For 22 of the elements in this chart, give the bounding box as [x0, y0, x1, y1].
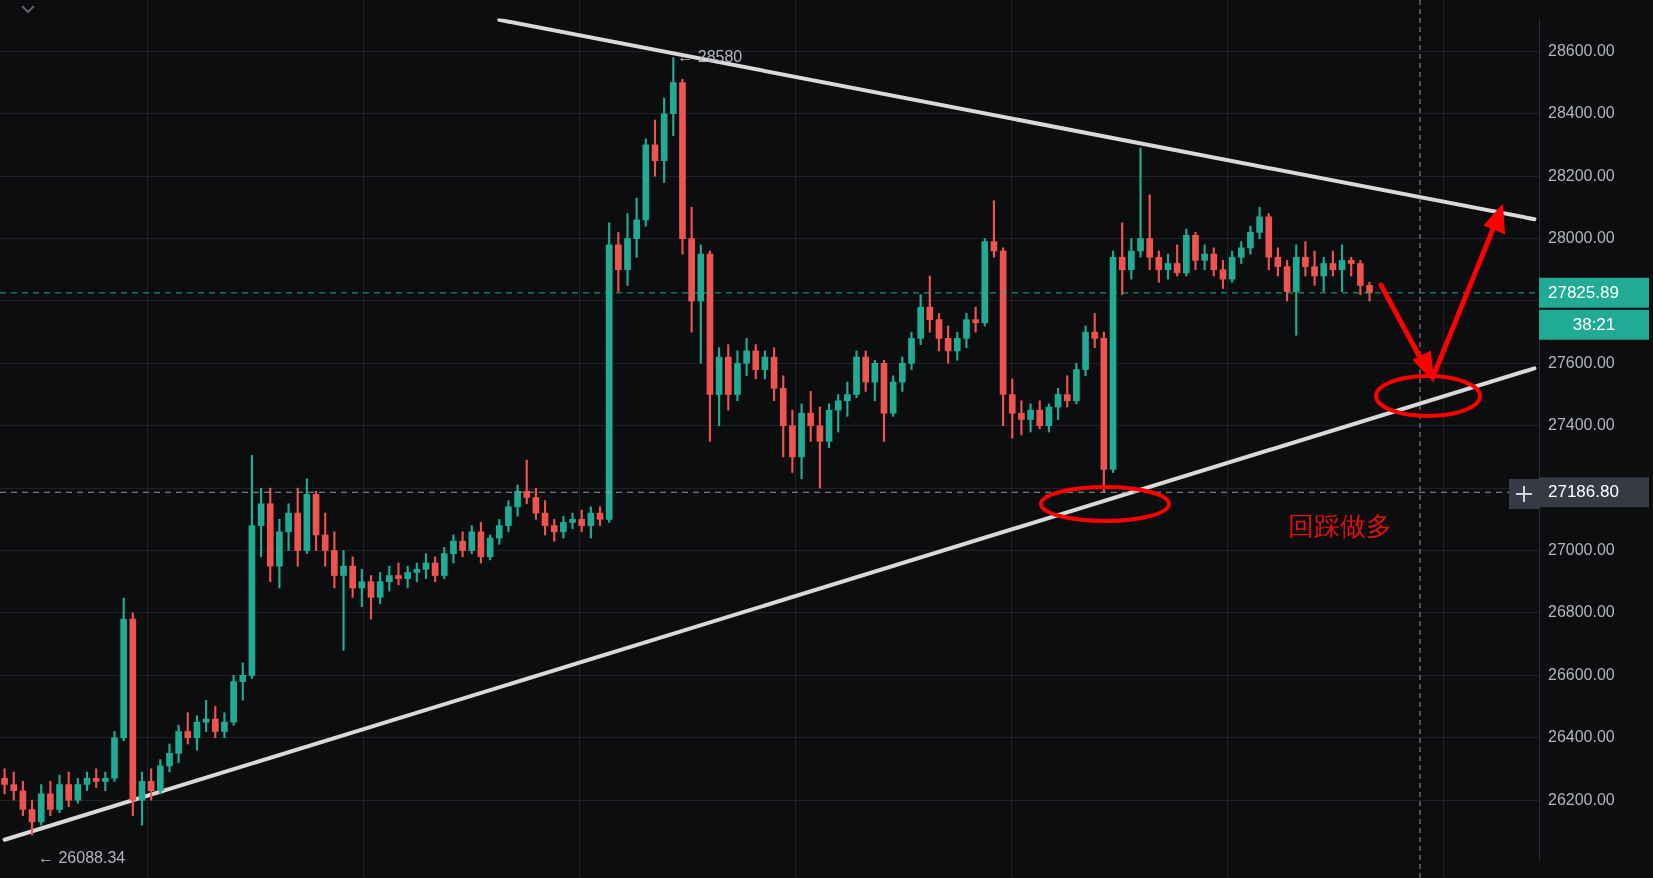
y-tick-label: 27400.00: [1548, 416, 1615, 434]
annotation: 回踩做多: [1288, 510, 1392, 541]
y-tick-label: 27000.00: [1548, 540, 1615, 558]
ref-line-label: 27825.89: [1548, 282, 1619, 302]
y-tick-label: 26200.00: [1548, 790, 1615, 808]
y-tick-label: 28200.00: [1548, 166, 1615, 184]
candlestick: [1137, 147, 1144, 258]
y-tick-label: 28000.00: [1548, 228, 1615, 246]
y-tick-label: 27600.00: [1548, 353, 1615, 371]
text: 38:21: [1572, 314, 1616, 334]
annotation: ← 26088.34: [38, 849, 126, 867]
ref-line-label: 27186.80: [1548, 481, 1619, 501]
y-tick-label: 28600.00: [1548, 41, 1615, 59]
candlestick: [395, 562, 402, 586]
y-tick-label: 26800.00: [1548, 603, 1615, 621]
y-tick-label: 28400.00: [1548, 104, 1615, 122]
y-tick-label: 26600.00: [1548, 665, 1615, 683]
candlestick: [1311, 250, 1318, 286]
candlestick: [340, 550, 347, 651]
candlestick: [1018, 400, 1025, 436]
candlestick: [569, 512, 576, 530]
y-tick-label: 26400.00: [1548, 728, 1615, 746]
